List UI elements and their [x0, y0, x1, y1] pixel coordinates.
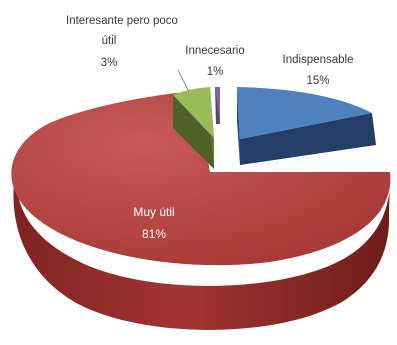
slice-muy-util-top: [11, 91, 391, 266]
label-interesante-line2: útil: [102, 35, 117, 47]
slice-indispensable-top: [237, 87, 372, 139]
label-muy-util: Muy útil: [133, 205, 174, 219]
label-muy-util-percent: 81%: [142, 227, 166, 241]
slice-muy-util-side: [13, 150, 391, 330]
slice-interesante-side: [173, 95, 214, 169]
label-innecesario: Innecesario: [185, 45, 244, 57]
slice-innecesario-top: [215, 87, 220, 124]
slice-muy-util: [11, 91, 391, 330]
label-interesante-line1: Interesante pero poco: [66, 15, 178, 27]
slice-indispensable-inner: [237, 87, 240, 165]
label-indispensable-percent: 15%: [306, 75, 329, 87]
slice-indispensable-side: [240, 113, 376, 165]
slice-interesante-top: [173, 87, 214, 138]
label-interesante-percent: 3%: [101, 57, 118, 69]
label-indispensable: Indispensable: [283, 54, 354, 66]
slice-interesante: [173, 87, 214, 169]
leader-line-interesante: [177, 69, 190, 93]
slice-innecesario: [215, 87, 220, 124]
slice-indispensable: [237, 87, 376, 165]
label-innecesario-percent: 1%: [207, 66, 224, 78]
